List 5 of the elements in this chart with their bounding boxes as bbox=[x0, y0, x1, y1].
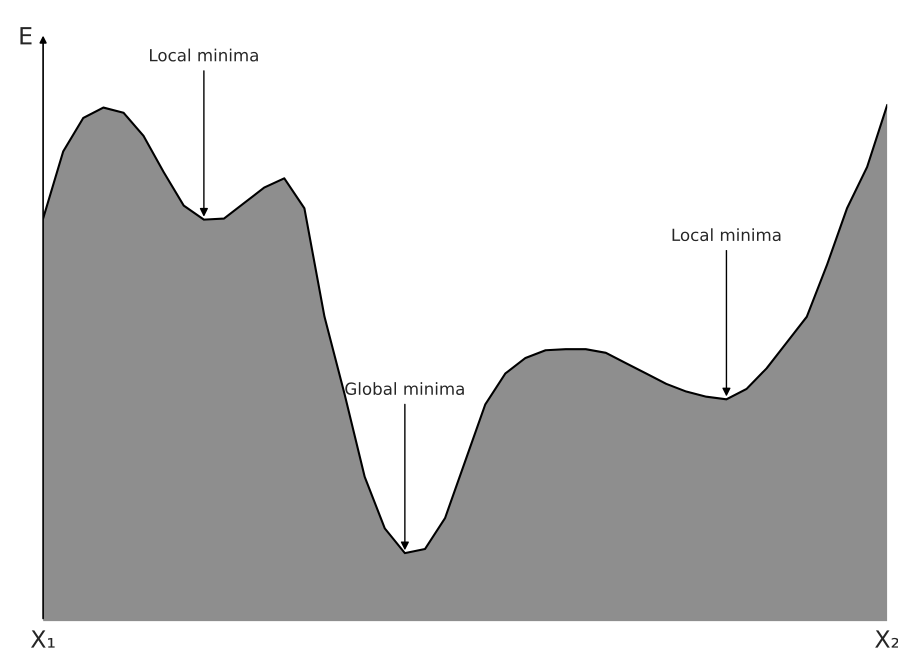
annotation: Local minima bbox=[150, 48, 258, 62]
annotation: Local minima bbox=[672, 228, 780, 242]
x-tick-label: X₁ bbox=[30, 630, 55, 648]
y-axis-title: E bbox=[20, 27, 32, 44]
annotation: Global minima bbox=[345, 382, 464, 396]
